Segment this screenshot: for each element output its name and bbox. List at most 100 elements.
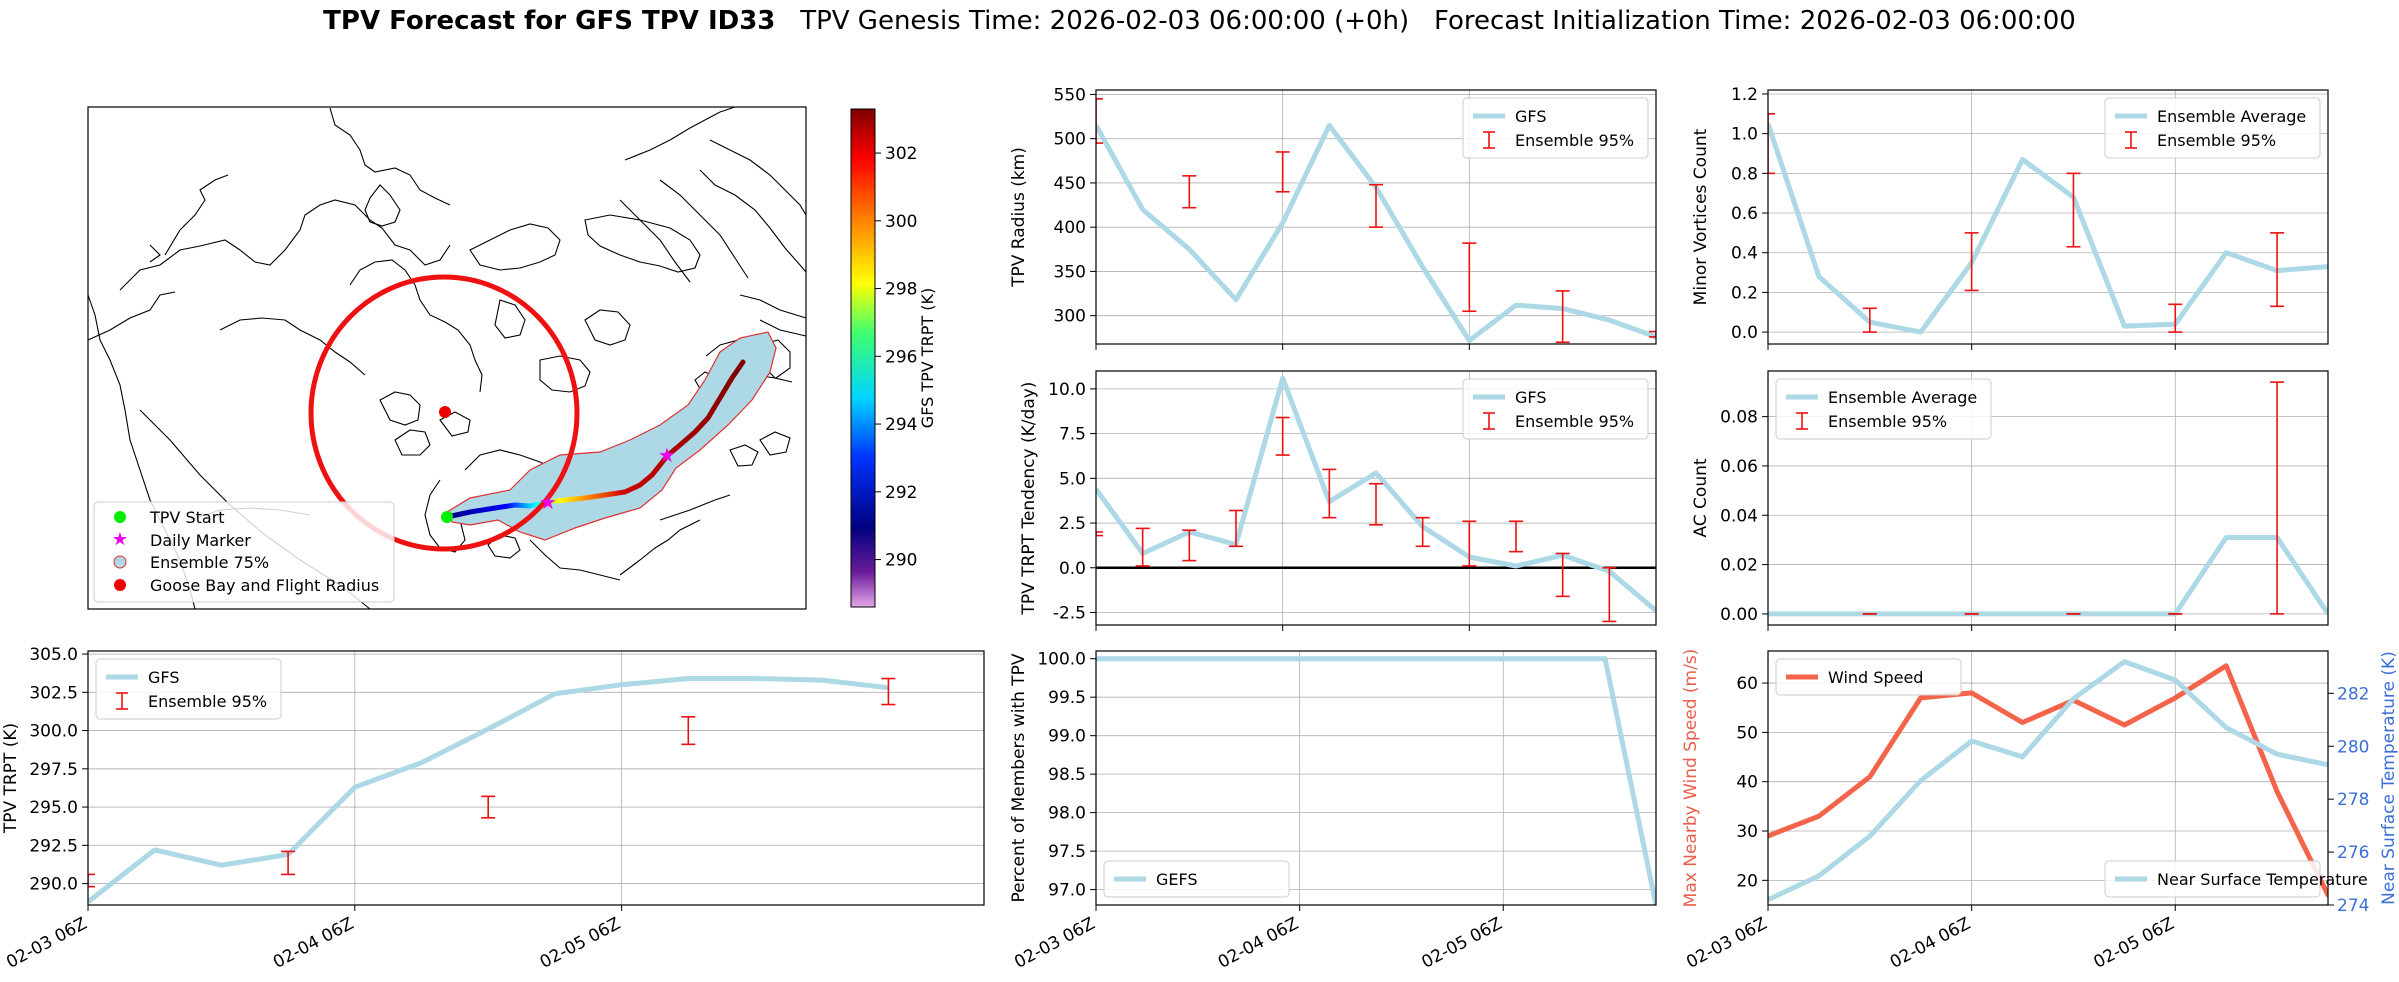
ylabel-radius: TPV Radius (km) [1009,147,1029,288]
ylabel-tendency: TPV TRPT Tendency (K/day) [1019,382,1039,616]
ytick-label: 0.2 [1731,283,1758,303]
axes-frame-radius [1095,89,1657,345]
tpv-start-marker [441,511,453,523]
daily-marker-1: ★ [539,490,557,514]
ylabel-wind: Max Nearby Wind Speed (m/s) [1681,649,1701,908]
ytick-right-label: 276 [2337,843,2369,863]
panel-ac: 0.00 0.02 0.04 0.06 0.08 AC Count Ensemble Ave… [1691,370,2329,631]
figure-title-genesis: TPV Genesis Time: 2026-02-03 06:00:00 (+… [800,6,1410,36]
axes-frame-minor [1767,89,2329,345]
ytick-label: 297.5 [29,760,78,780]
panel-minor: 0.0 0.2 0.4 0.6 0.8 1.0 1.2 Minor Vortices Coun… [1691,85,2329,350]
axes-frame-tendency [1095,370,1657,626]
ytick-label: 0.08 [1720,408,1758,428]
ytick-right-label: 278 [2337,790,2369,810]
ytick-label: 0.04 [1720,506,1758,526]
legend-daily-label: Daily Marker [150,531,251,550]
colorbar-tick-label: 300 [885,212,917,232]
ytick-label: 0.06 [1720,457,1758,477]
ytick-label: 0.6 [1731,204,1758,224]
ylabel-members: Percent of Members with TPV [1009,653,1029,902]
colorbar-bar [850,108,876,608]
legend-tendency: GFS Ensemble 95% [1462,378,1649,440]
ytick-label: 40 [1736,773,1758,793]
legend-box [1775,378,1992,440]
ytick-label: 7.5 [1059,425,1086,445]
legend-label: GEFS [1156,870,1198,889]
panel-radius: 300 350 400 450 500 550 TPV Radius (km) GFS Ense… [1009,85,1657,350]
legend-label: Ensemble 95% [2157,131,2276,150]
axes-frame-wind [1767,650,2329,906]
legend-start-label: TPV Start [149,508,225,527]
xtick-label: 02-03 06Z [3,914,90,973]
ytick-label: 0.0 [1059,559,1086,579]
ytick-label: 98.5 [1048,765,1086,785]
tpv-track [444,359,746,520]
colorbar-tick-label: 294 [885,415,917,435]
ytick-label: 0.0 [1731,323,1758,343]
ytick-label: 290.0 [29,875,78,895]
legend-goosebay-label: Goose Bay and Flight Radius [150,576,379,595]
ytick-label: 300 [1054,307,1086,327]
ytick-label: 0.8 [1731,164,1758,184]
flight-radius-circle [308,274,580,552]
colorbar-tick-label: 302 [885,144,917,164]
legend-wind: Near Surface Temperature [2104,860,2368,898]
legend-box [2104,97,2321,159]
ytick-label: 305.0 [29,645,78,665]
map-legend-box [93,501,395,603]
ylabel-minor: Minor Vortices Count [1691,128,1711,305]
ylabel-ac: AC Count [1691,458,1711,537]
ylabel-right-wind: Near Surface Temperature (K) [2379,651,2399,905]
plot-area-trpt [88,676,896,904]
legend-start-icon [114,511,126,523]
ensemble-75-region [446,331,777,541]
axes-frame-ac [1767,370,2329,626]
legend-box [1462,378,1649,440]
colorbar-ticks: 290 292 294 296 298 300 302 [875,144,917,571]
legend-label: Ensemble Average [1828,388,1977,407]
xtick-label: 02-04 06Z [270,914,357,973]
legend-box [1775,658,1962,696]
ytick-label: 292.5 [29,836,78,856]
ytick-label: 50 [1736,723,1758,743]
plot-area-members [1096,656,1656,905]
legend-label: GFS [1515,388,1546,407]
panel-members: 97.0 97.5 98.0 98.5 99.0 99.5 100.0 02-03 06Z 02… [1009,650,1657,973]
ytick-label: 100.0 [1037,650,1086,670]
ytick-label: 97.0 [1048,881,1086,901]
ytick-label: 2.5 [1059,514,1086,534]
series-line-gefs [1096,656,1656,905]
legend-ensemble-icon [113,555,127,569]
ytick-label: 500 [1054,130,1086,150]
plot-area-wind [1768,659,2328,902]
map-panel: ★ ★ TPV Start ★ Daily Marker Ensemble 75… [87,106,937,610]
legend-box [1462,97,1649,159]
legend-box [1103,860,1290,898]
legend-minor: Ensemble Average Ensemble 95% [2104,97,2321,159]
figure-title-bold: TPV Forecast for GFS TPV ID33 [323,6,776,36]
daily-marker-2: ★ [658,443,676,467]
ytick-right-label: 282 [2337,684,2369,704]
ytick-label: 400 [1054,218,1086,238]
ytick-label: 97.5 [1048,842,1086,862]
ylabel-trpt: TPV TRPT (K) [1,723,21,834]
ytick-label: 550 [1054,85,1086,105]
ytick-label: 1.0 [1731,125,1758,145]
legend-box [2104,860,2321,898]
xtick-label: 02-05 06Z [1418,914,1505,973]
ytick-label: -2.5 [1053,603,1086,623]
legend-label: GFS [148,668,179,687]
goose-bay-marker [439,406,451,418]
ytick-label: 99.5 [1048,688,1086,708]
colorbar-tick-label: 296 [885,347,917,367]
ytick-label: 60 [1736,674,1758,694]
plot-area-ac [1768,381,2328,617]
series-line-near-surface-temperature [1768,659,2328,902]
ytick-label: 20 [1736,871,1758,891]
colorbar-tick-label: 298 [885,280,917,300]
chart-panels: 290.0292.5295.0297.5300.0302.5305.002-03… [1,85,2399,973]
legend-daily-icon: ★ [112,529,128,550]
ytick-label: 302.5 [29,683,78,703]
